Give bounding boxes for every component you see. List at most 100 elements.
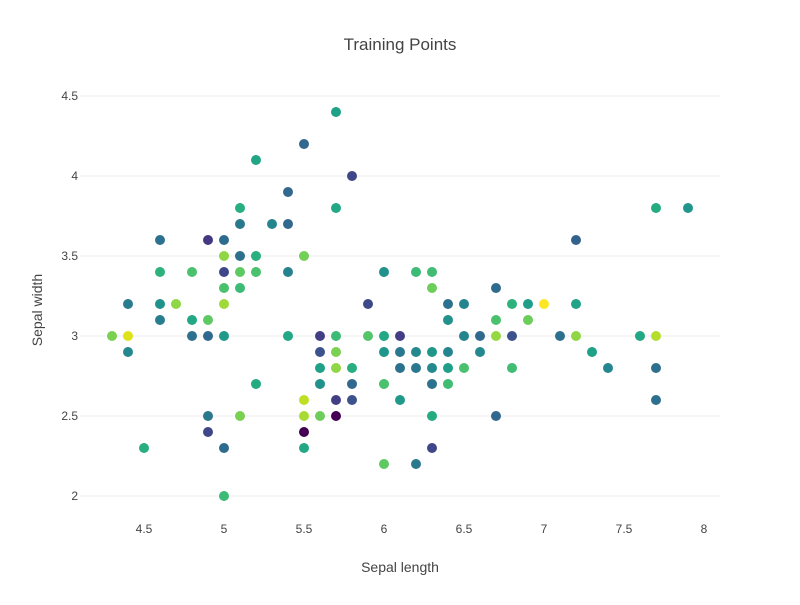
- data-point[interactable]: [363, 299, 373, 309]
- data-point[interactable]: [331, 203, 341, 213]
- data-point[interactable]: [283, 267, 293, 277]
- data-point[interactable]: [379, 331, 389, 341]
- data-point[interactable]: [299, 395, 309, 405]
- data-point[interactable]: [331, 411, 341, 421]
- data-point[interactable]: [299, 443, 309, 453]
- data-point[interactable]: [347, 171, 357, 181]
- data-point[interactable]: [203, 427, 213, 437]
- data-point[interactable]: [427, 283, 437, 293]
- data-point[interactable]: [219, 283, 229, 293]
- data-point[interactable]: [283, 219, 293, 229]
- data-point[interactable]: [315, 363, 325, 373]
- data-point[interactable]: [411, 363, 421, 373]
- data-point[interactable]: [491, 411, 501, 421]
- data-point[interactable]: [491, 331, 501, 341]
- data-point[interactable]: [155, 299, 165, 309]
- data-point[interactable]: [379, 347, 389, 357]
- data-point[interactable]: [235, 251, 245, 261]
- data-point[interactable]: [315, 347, 325, 357]
- data-point[interactable]: [571, 331, 581, 341]
- data-point[interactable]: [379, 267, 389, 277]
- data-point[interactable]: [427, 267, 437, 277]
- data-point[interactable]: [523, 315, 533, 325]
- data-point[interactable]: [219, 443, 229, 453]
- data-point[interactable]: [283, 331, 293, 341]
- data-point[interactable]: [443, 315, 453, 325]
- data-point[interactable]: [315, 331, 325, 341]
- data-point[interactable]: [315, 411, 325, 421]
- data-point[interactable]: [571, 299, 581, 309]
- data-point[interactable]: [235, 283, 245, 293]
- data-point[interactable]: [411, 347, 421, 357]
- data-point[interactable]: [507, 331, 517, 341]
- data-point[interactable]: [251, 267, 261, 277]
- data-point[interactable]: [571, 235, 581, 245]
- data-point[interactable]: [475, 347, 485, 357]
- data-point[interactable]: [203, 315, 213, 325]
- data-point[interactable]: [299, 427, 309, 437]
- data-point[interactable]: [187, 267, 197, 277]
- data-point[interactable]: [427, 443, 437, 453]
- data-point[interactable]: [331, 363, 341, 373]
- data-point[interactable]: [139, 443, 149, 453]
- data-point[interactable]: [123, 347, 133, 357]
- data-point[interactable]: [395, 395, 405, 405]
- data-point[interactable]: [411, 459, 421, 469]
- data-point[interactable]: [123, 299, 133, 309]
- data-point[interactable]: [219, 251, 229, 261]
- data-point[interactable]: [155, 235, 165, 245]
- data-point[interactable]: [155, 267, 165, 277]
- data-point[interactable]: [443, 347, 453, 357]
- data-point[interactable]: [443, 379, 453, 389]
- data-point[interactable]: [651, 395, 661, 405]
- data-point[interactable]: [363, 331, 373, 341]
- data-point[interactable]: [635, 331, 645, 341]
- data-point[interactable]: [539, 299, 549, 309]
- data-point[interactable]: [219, 299, 229, 309]
- data-point[interactable]: [443, 363, 453, 373]
- data-point[interactable]: [651, 331, 661, 341]
- data-point[interactable]: [299, 251, 309, 261]
- data-point[interactable]: [427, 347, 437, 357]
- data-point[interactable]: [155, 315, 165, 325]
- data-point[interactable]: [203, 235, 213, 245]
- data-point[interactable]: [507, 363, 517, 373]
- data-point[interactable]: [443, 299, 453, 309]
- data-point[interactable]: [219, 235, 229, 245]
- data-point[interactable]: [427, 363, 437, 373]
- data-point[interactable]: [603, 363, 613, 373]
- data-point[interactable]: [235, 203, 245, 213]
- data-point[interactable]: [331, 331, 341, 341]
- data-points[interactable]: [107, 107, 693, 501]
- data-point[interactable]: [555, 331, 565, 341]
- data-point[interactable]: [683, 203, 693, 213]
- data-point[interactable]: [203, 331, 213, 341]
- data-point[interactable]: [219, 267, 229, 277]
- data-point[interactable]: [123, 331, 133, 341]
- data-point[interactable]: [587, 347, 597, 357]
- data-point[interactable]: [347, 379, 357, 389]
- data-point[interactable]: [315, 379, 325, 389]
- data-point[interactable]: [251, 251, 261, 261]
- data-point[interactable]: [395, 347, 405, 357]
- data-point[interactable]: [251, 379, 261, 389]
- data-point[interactable]: [395, 363, 405, 373]
- data-point[interactable]: [219, 331, 229, 341]
- data-point[interactable]: [411, 267, 421, 277]
- data-point[interactable]: [379, 379, 389, 389]
- data-point[interactable]: [651, 363, 661, 373]
- data-point[interactable]: [523, 299, 533, 309]
- data-point[interactable]: [235, 267, 245, 277]
- data-point[interactable]: [379, 459, 389, 469]
- data-point[interactable]: [507, 299, 517, 309]
- data-point[interactable]: [395, 331, 405, 341]
- data-point[interactable]: [203, 411, 213, 421]
- data-point[interactable]: [187, 315, 197, 325]
- data-point[interactable]: [427, 379, 437, 389]
- data-point[interactable]: [107, 331, 117, 341]
- data-point[interactable]: [651, 203, 661, 213]
- data-point[interactable]: [331, 395, 341, 405]
- data-point[interactable]: [235, 219, 245, 229]
- data-point[interactable]: [347, 395, 357, 405]
- data-point[interactable]: [331, 107, 341, 117]
